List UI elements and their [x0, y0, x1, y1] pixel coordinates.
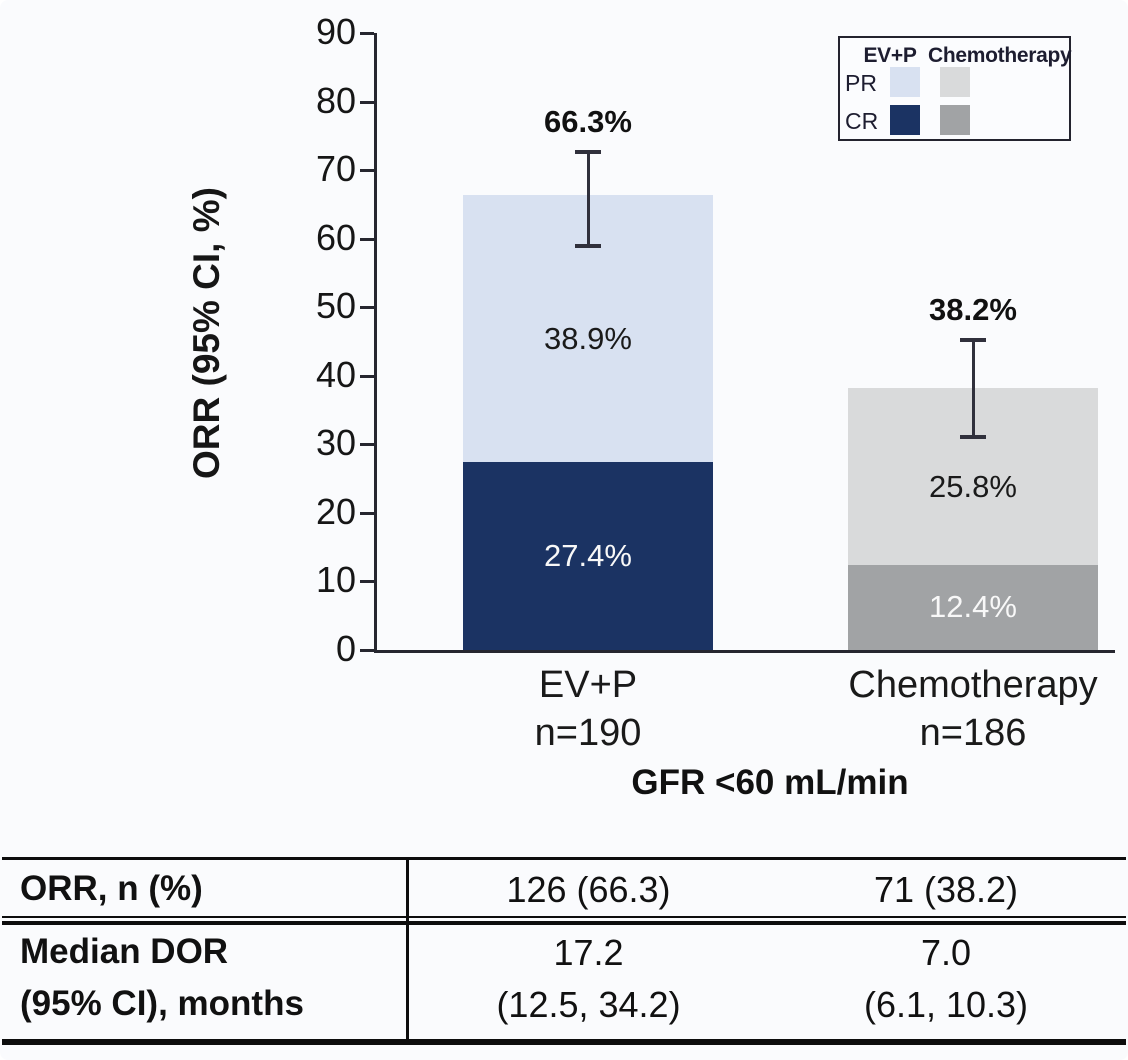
- legend: EV+P Chemotherapy PR CR: [838, 36, 1072, 141]
- bar-segment-cr: [463, 462, 713, 650]
- error-bar-stem: [586, 150, 590, 246]
- y-tick: [360, 443, 374, 447]
- table-row1-chemo-value: 71 (38.2): [873, 869, 1019, 910]
- legend-swatch-pr-chemotherapy: [940, 67, 970, 97]
- table-top-border: [2, 857, 1126, 860]
- bar-segment-cr: [848, 564, 1098, 650]
- table-row2-evp-value-line2: (12.5, 34.2): [496, 984, 681, 1025]
- cr-value-label: 12.4%: [929, 589, 1017, 625]
- y-tick: [360, 649, 374, 652]
- table-row-separator-thick: [2, 921, 1126, 925]
- table-row2-label-line2: (95% CI), months: [20, 984, 304, 1023]
- error-bar-stem: [971, 338, 975, 437]
- error-bar-cap-bottom: [960, 434, 986, 439]
- y-tick-label: 30: [315, 422, 356, 464]
- y-tick-label: 70: [315, 148, 356, 190]
- table-row2-evp-value-line1: 17.2: [553, 932, 624, 973]
- y-axis-title: ORR (95% CI, %): [186, 187, 227, 479]
- y-tick-label: 0: [335, 628, 356, 670]
- legend-swatch-pr-evp: [890, 67, 920, 97]
- legend-row-label-cr: CR: [845, 108, 879, 134]
- y-tick: [360, 511, 374, 515]
- table-row2-chemo-value-line2: (6.1, 10.3): [863, 984, 1029, 1025]
- table-vertical-divider: [406, 857, 409, 1045]
- legend-row-label-pr: PR: [845, 70, 877, 96]
- error-bar-cap-top: [575, 149, 601, 154]
- y-tick-label: 60: [315, 216, 356, 258]
- table-row1-label: ORR, n (%): [20, 869, 203, 908]
- x-n-label-chemotherapy: n=186: [919, 712, 1027, 754]
- y-tick-label: 20: [315, 491, 356, 533]
- legend-swatch-cr-evp: [890, 105, 920, 135]
- legend-header-chemotherapy: Chemotherapy: [928, 44, 1072, 67]
- error-bar-cap-bottom: [575, 243, 601, 248]
- y-tick: [360, 237, 374, 241]
- y-tick-label: 50: [315, 285, 356, 327]
- y-tick: [360, 100, 374, 104]
- table-row-separator-thin: [2, 916, 1126, 918]
- y-axis-line: [374, 33, 377, 653]
- x-n-label-evp: n=190: [534, 712, 642, 754]
- total-orr-label: 38.2%: [929, 291, 1017, 327]
- y-tick: [360, 306, 374, 310]
- y-tick-label: 10: [315, 559, 356, 601]
- x-label-evp: EV+P: [538, 664, 638, 706]
- legend-swatch-cr-chemotherapy: [940, 105, 970, 135]
- y-tick: [360, 169, 374, 173]
- y-tick-label: 90: [315, 11, 356, 53]
- total-orr-label: 66.3%: [544, 103, 632, 139]
- table-row2-label-line1: Median DOR: [20, 932, 229, 971]
- y-tick-label: 40: [315, 353, 356, 395]
- pr-value-label: 38.9%: [544, 320, 632, 356]
- cr-value-label: 27.4%: [544, 538, 632, 574]
- table-row2-chemo-value-line1: 7.0: [920, 932, 972, 973]
- y-tick: [360, 374, 374, 378]
- error-bar-cap-top: [960, 337, 986, 342]
- y-tick: [360, 580, 374, 584]
- table-row1-evp-value: 126 (66.3): [506, 869, 671, 910]
- pr-value-label: 25.8%: [929, 468, 1017, 504]
- table-bottom-border: [2, 1039, 1126, 1045]
- y-tick-label: 80: [315, 79, 356, 121]
- legend-header-evp: EV+P: [863, 44, 917, 67]
- x-axis-title: GFR <60 mL/min: [631, 763, 909, 802]
- x-label-chemotherapy: Chemotherapy: [848, 664, 1098, 706]
- x-axis-line: [374, 650, 1115, 653]
- y-tick: [360, 32, 374, 35]
